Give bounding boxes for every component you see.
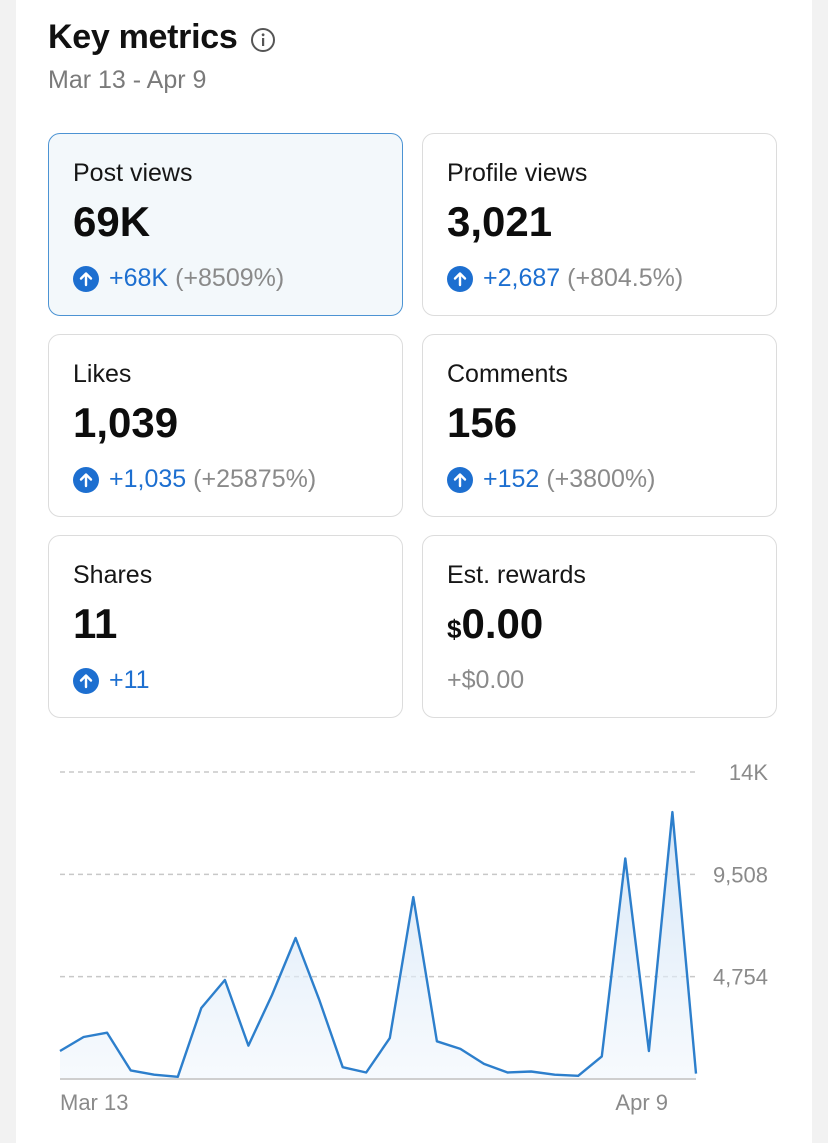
chart-point: [507, 1072, 509, 1074]
x-tick-label: Mar 13: [60, 1090, 128, 1115]
chart-point: [153, 1074, 155, 1076]
chart-point: [106, 1032, 108, 1034]
metric-value: 156: [447, 399, 518, 446]
chart-point: [389, 1037, 391, 1039]
chart-point: [601, 1055, 603, 1057]
metric-delta: +152: [483, 465, 540, 493]
metric-change: +68K (+8509%): [73, 264, 284, 293]
metric-amount: 0.00: [461, 600, 544, 647]
metric-card-est-rewards[interactable]: Est. rewards $0.00 +$0.00: [422, 535, 777, 718]
metric-value: $0.00: [447, 600, 543, 648]
arrow-up-icon: [73, 265, 99, 292]
metric-label: Est. rewards: [447, 561, 586, 589]
currency-symbol: $: [447, 614, 462, 644]
arrow-up-icon: [73, 466, 99, 493]
arrow-up-icon: [447, 466, 473, 493]
x-tick-label: Apr 9: [615, 1090, 668, 1115]
metric-delta: +1,035: [109, 465, 187, 493]
chart-point: [200, 1007, 202, 1009]
chart-point: [224, 979, 226, 981]
chart-point: [365, 1072, 367, 1074]
info-icon[interactable]: [250, 27, 276, 53]
metric-label: Likes: [73, 360, 132, 388]
metric-label: Post views: [73, 159, 193, 187]
y-tick-label: 14K: [729, 760, 768, 785]
post-views-chart[interactable]: 14K 9,508 4,754 Mar 13 Apr 9: [16, 740, 812, 1140]
metric-card-shares[interactable]: Shares 11 +11: [48, 535, 403, 718]
chart-point: [624, 857, 626, 859]
arrow-up-icon: [73, 667, 99, 694]
metric-delta: +2,687: [483, 264, 561, 292]
metric-label: Profile views: [447, 159, 588, 187]
chart-point: [554, 1074, 556, 1076]
metric-percent: (+804.5%): [567, 264, 684, 292]
key-metrics-panel: Key metrics Mar 13 - Apr 9 Post views 69…: [16, 0, 812, 1143]
chart-point: [271, 994, 273, 996]
metric-card-profile-views[interactable]: Profile views 3,021 +2,687 (+804.5%): [422, 133, 777, 316]
metric-delta: +$0.00: [447, 666, 525, 694]
chart-point: [318, 998, 320, 1000]
metric-value: 3,021: [447, 198, 553, 245]
metric-value: 1,039: [73, 399, 179, 446]
chart-point: [436, 1040, 438, 1042]
chart-point: [130, 1069, 132, 1071]
chart-point: [342, 1066, 344, 1068]
chart-point: [459, 1048, 461, 1050]
chart-point: [671, 811, 673, 813]
metric-value: 11: [73, 600, 118, 647]
y-tick-label: 4,754: [713, 965, 768, 990]
chart-point: [59, 1050, 61, 1052]
chart-point: [412, 896, 414, 898]
metric-delta: +11: [109, 666, 150, 694]
metric-percent: (+25875%): [193, 465, 317, 493]
metric-card-likes[interactable]: Likes 1,039 +1,035 (+25875%): [48, 334, 403, 517]
arrow-up-icon: [447, 265, 473, 292]
chart-point: [83, 1036, 85, 1038]
chart-point: [295, 937, 297, 939]
metric-percent: (+3800%): [546, 465, 656, 493]
page-title: Key metrics: [48, 18, 238, 56]
metric-percent: (+8509%): [175, 264, 285, 292]
chart-series-line: [59, 810, 698, 1078]
metric-change: +2,687 (+804.5%): [447, 264, 683, 293]
metric-delta: +68K: [109, 264, 169, 292]
chart-point: [648, 1050, 650, 1052]
metric-label: Comments: [447, 360, 568, 388]
y-tick-label: 9,508: [713, 862, 768, 887]
chart-point: [530, 1071, 532, 1073]
chart-point: [177, 1076, 179, 1078]
metric-card-post-views[interactable]: Post views 69K +68K (+8509%): [48, 133, 403, 316]
metric-value: 69K: [73, 198, 151, 245]
chart-point: [577, 1075, 579, 1077]
metric-label: Shares: [73, 561, 153, 589]
metric-change: +1,035 (+25875%): [73, 465, 316, 494]
chart-point: [695, 1073, 697, 1075]
metric-change: +$0.00: [447, 666, 524, 695]
metric-card-comments[interactable]: Comments 156 +152 (+3800%): [422, 334, 777, 517]
chart-area-fill: [60, 812, 696, 1079]
metric-change: +152 (+3800%): [447, 465, 655, 494]
metric-change: +11: [73, 666, 150, 695]
chart-point: [483, 1063, 485, 1065]
chart-point: [247, 1045, 249, 1047]
date-range: Mar 13 - Apr 9: [48, 66, 207, 94]
